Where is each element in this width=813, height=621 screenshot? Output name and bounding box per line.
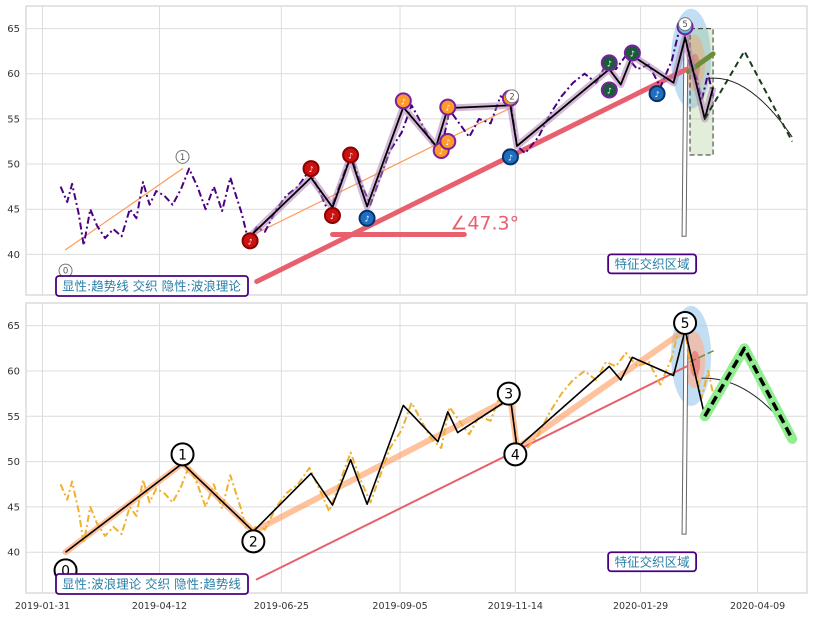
zone-label-box — [607, 551, 698, 573]
zone-ellipse-inner — [690, 350, 701, 377]
x-tick-label: 2019-01-31 — [15, 601, 70, 612]
y-tick-label: 45 — [7, 205, 20, 216]
wave-count-label: 0 — [61, 563, 70, 579]
wave-marker-glyph: ♪ — [308, 165, 313, 174]
wave-count-circle — [503, 442, 528, 467]
wave-marker-glyph: ♪ — [508, 153, 513, 162]
wave-marker-glyph: ♪ — [630, 49, 635, 58]
wave-marker-glyph: ♪ — [655, 90, 660, 99]
wave-count-circle — [241, 529, 266, 554]
y-tick-label: 40 — [7, 250, 20, 261]
forecast-line — [703, 346, 794, 440]
wave-count-label: 2 — [249, 534, 258, 550]
wave-marker-glyph: ♪ — [607, 86, 612, 95]
wave-count-circle — [175, 149, 190, 164]
wave-marker — [302, 160, 320, 178]
wave-marker — [323, 207, 341, 225]
x-tick-label: 2019-11-14 — [488, 601, 543, 612]
x-tick-label: 2019-06-25 — [254, 601, 309, 612]
y-tick-label: 45 — [7, 502, 20, 513]
wave-marker — [648, 85, 666, 103]
x-tick-label: 2019-09-05 — [372, 601, 427, 612]
wave-marker-glyph: ♪ — [607, 59, 612, 68]
wave-marker-glyph: ♪ — [365, 215, 370, 224]
wave-count-circle — [678, 17, 693, 32]
wave-marker — [439, 132, 457, 150]
wave-marker — [600, 81, 618, 99]
legend-box — [55, 275, 249, 297]
y-tick-label: 55 — [7, 114, 20, 125]
wave-count-circle — [505, 89, 520, 104]
wave-count-label: 2 — [509, 92, 514, 102]
plot-content: 0 1 2 3 4 5 — [53, 305, 798, 583]
legend-text: 显性:波浪理论 交织 隐性:趋势线 — [62, 577, 241, 592]
wave-count-label: 0 — [63, 267, 68, 277]
legend-box — [55, 573, 249, 595]
zone-label: 特征交织区域 — [607, 551, 698, 573]
wave-marker — [600, 54, 618, 72]
wave-line — [65, 329, 706, 553]
wave-marker — [623, 44, 641, 62]
wave-count-label: 1 — [180, 153, 185, 163]
y-tick-label: 40 — [7, 548, 20, 559]
wave-count-label: 5 — [682, 20, 687, 30]
zone-label-text: 特征交织区域 — [615, 256, 690, 271]
wave-marker-glyph: ♪ — [439, 147, 444, 156]
y-tick-label: 60 — [7, 69, 20, 80]
y-tick-label: 50 — [7, 457, 20, 468]
wave-marker-glyph: ♪ — [248, 237, 253, 246]
price-series-line — [59, 320, 715, 545]
zone-label-box — [607, 253, 698, 275]
trend-line — [254, 66, 690, 284]
wave-marker-glyph: ♪ — [445, 138, 450, 147]
x-tick-label: 2020-01-29 — [613, 601, 668, 612]
legend: 显性:趋势线 交织 隐性:波浪理论 — [55, 275, 249, 297]
trend-line — [255, 365, 688, 581]
angle-label: ∠47.3° — [450, 212, 519, 234]
wave-marker — [439, 98, 457, 116]
wave-marker — [394, 92, 412, 110]
wave-marker-glyph: ♪ — [401, 97, 406, 106]
wave-marker-glyph: ♪ — [330, 212, 335, 221]
wave-marker — [241, 232, 259, 250]
wave-marker — [358, 209, 376, 227]
x-tick-label: 2020-04-09 — [730, 601, 785, 612]
y-tick-label: 65 — [7, 321, 20, 332]
legend-text: 显性:趋势线 交织 隐性:波浪理论 — [62, 279, 241, 294]
wave-count-circle — [170, 442, 195, 467]
legend: 显性:波浪理论 交织 隐性:趋势线 — [55, 573, 249, 595]
wave-count-label: 4 — [511, 447, 520, 463]
wave-count-label: 1 — [178, 447, 187, 463]
y-tick-label: 50 — [7, 160, 20, 171]
wave-marker — [342, 146, 360, 164]
panel-top: 404550556065∠47.3°♪♪♪♪♪♪♪♪♪♪♪♪♪♪♪♪0125特征… — [7, 5, 808, 297]
wave-count-circle — [496, 381, 521, 406]
y-tick-label: 55 — [7, 412, 20, 423]
trend-line — [689, 350, 714, 363]
x-tick-label: 2019-04-12 — [132, 601, 187, 612]
zone-label: 特征交织区域 — [607, 253, 698, 275]
wave-marker-glyph: ♪ — [348, 152, 353, 161]
wave-count-circle — [673, 310, 698, 335]
wave-marker — [501, 148, 519, 166]
wave-count-label: 5 — [681, 316, 690, 332]
zone-label-text: 特征交织区域 — [615, 554, 690, 569]
wave-marker-glyph: ♪ — [445, 104, 450, 113]
wave-count-label: 3 — [504, 387, 513, 403]
y-tick-label: 60 — [7, 366, 20, 377]
y-tick-label: 65 — [7, 24, 20, 35]
